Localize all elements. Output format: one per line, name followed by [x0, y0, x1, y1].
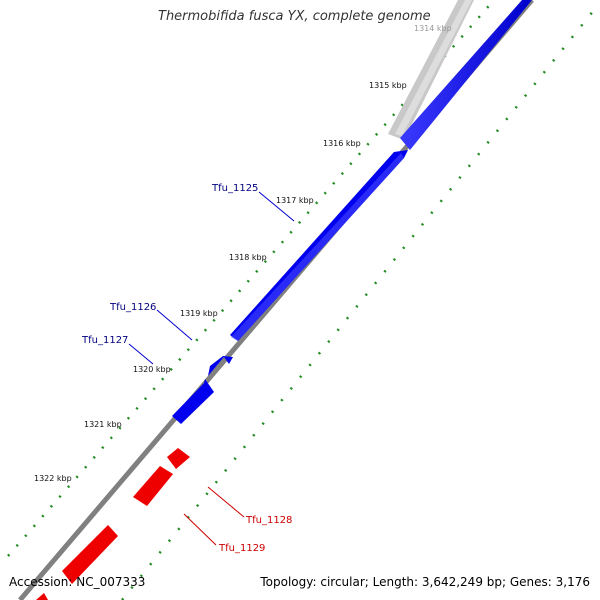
tick-1315: 1315 kbp — [369, 81, 407, 90]
gene-reverse-tfu1128[interactable] — [167, 448, 190, 469]
tick-1320: 1320 kbp — [133, 365, 171, 374]
gene-reverse-bottom[interactable] — [62, 525, 118, 584]
tick-1314: 1314 kbp — [414, 24, 452, 33]
leader-tfu1125 — [258, 191, 295, 222]
tick-1316: 1316 kbp — [323, 139, 361, 148]
leader-tfu1128 — [207, 486, 245, 518]
label-tfu1126[interactable]: Tfu_1126 — [109, 302, 156, 313]
label-tfu1125[interactable]: Tfu_1125 — [211, 183, 258, 194]
accession-text: Accession: NC_007333 — [9, 575, 146, 589]
tick-1321: 1321 kbp — [84, 420, 122, 429]
tick-1318: 1318 kbp — [229, 253, 267, 262]
gene-forward-top[interactable] — [400, 0, 532, 150]
topology-text: Topology: circular; Length: 3,642,249 bp… — [260, 575, 590, 589]
gene-reverse-edge[interactable] — [36, 593, 48, 600]
leader-tfu1127 — [128, 343, 154, 365]
gene-forward-tfu1127[interactable] — [172, 379, 214, 424]
tick-1322: 1322 kbp — [34, 474, 72, 483]
label-tfu1128[interactable]: Tfu_1128 — [245, 515, 292, 526]
inner-tick-ring — [121, 4, 599, 600]
label-tfu1129[interactable]: Tfu_1129 — [218, 543, 265, 554]
tick-1319: 1319 kbp — [180, 309, 218, 318]
gene-reverse-tfu1129[interactable] — [133, 466, 173, 506]
tick-1317: 1317 kbp — [276, 196, 314, 205]
leader-tfu1129 — [183, 513, 217, 546]
label-tfu1127[interactable]: Tfu_1127 — [81, 335, 128, 346]
leader-tfu1126 — [156, 309, 193, 341]
map-title-text: Thermobifida fusca YX, complete genome — [158, 9, 431, 24]
gene-forward-tfu1126[interactable] — [208, 356, 233, 376]
